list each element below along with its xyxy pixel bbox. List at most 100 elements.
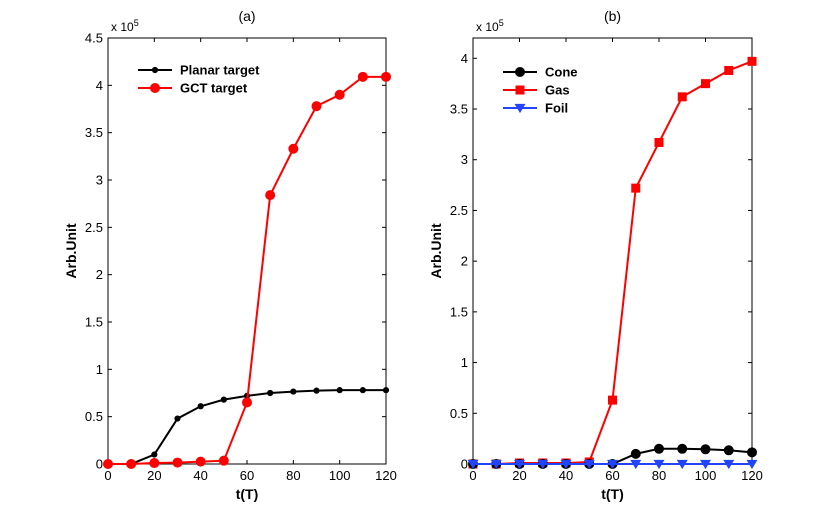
chart-b-series-foil-point: [560, 459, 572, 470]
chart-a-legend-planar-target-marker: [151, 66, 159, 74]
chart-a-ytick-label: 2.5: [85, 220, 103, 235]
chart-b-ytick-label: 3.5: [450, 102, 468, 117]
chart-b-xtick-label: 20: [512, 468, 526, 483]
chart-a-xlabel: t(T): [236, 486, 259, 502]
chart-a-ytick-label: 1.5: [85, 315, 103, 330]
chart-b-series-gas-point: [701, 79, 710, 89]
chart-a-series-planar-target-point: [174, 415, 181, 422]
chart-b-series-gas-point: [654, 137, 664, 147]
chart-b-series-foil-point: [700, 459, 711, 470]
chart-a-ytick-label: 0.5: [85, 409, 103, 424]
chart-b-ytick-label: 0.5: [450, 406, 468, 421]
chart-a-xtick-label: 100: [329, 468, 351, 483]
chart-b-series-foil-point: [676, 459, 688, 470]
chart-b-ytick-label: 1: [461, 355, 468, 370]
chart-b-series-cone-point: [654, 443, 664, 454]
chart-a-xtick-label: 60: [240, 468, 254, 483]
chart-b-series-gas-point: [677, 92, 687, 102]
chart-b-series-foil-point: [583, 459, 595, 470]
chart-b-ytick-label: 1.5: [450, 304, 468, 319]
chart-b-series-cone-point: [700, 444, 711, 455]
chart-b-xtick-label: 40: [559, 468, 573, 483]
chart-b-series-gas: [468, 56, 757, 469]
chart-b-series-foil-point: [630, 459, 642, 470]
chart-a-series-gct-target: [103, 71, 391, 469]
chart-b-series-foil-point: [607, 459, 618, 470]
chart-a-series-gct-target-point: [103, 459, 113, 469]
chart-b-xtick-label: 0: [469, 468, 476, 483]
chart-b-series-cone-point: [723, 445, 734, 456]
chart-b-series-gas-point: [608, 395, 617, 405]
chart-b-series-foil-point: [514, 459, 525, 470]
chart-b-legend: Cone Gas Foil: [503, 65, 578, 116]
chart-b-xtick-label: 100: [695, 468, 717, 483]
chart-a-series-planar-target-point: [313, 387, 320, 394]
chart-b-xlabel: t(T): [601, 486, 624, 502]
chart-a-series-gct-target-point: [311, 101, 322, 112]
chart-a-series-planar-target-point: [151, 451, 158, 458]
chart-a-xtick-label: 0: [104, 468, 111, 483]
chart-a-series-gct-target-point: [334, 89, 345, 100]
chart-b-series-gas-point: [724, 65, 734, 75]
chart-a-series-gct-target-point: [149, 458, 160, 469]
chart-b-series-cone-point: [747, 447, 757, 458]
chart-b-series-gas-point: [747, 56, 757, 66]
chart-a-series-gct-target-point: [381, 71, 391, 82]
chart-b-ytick-label: 2: [461, 254, 468, 269]
chart-b: 0 20 40 60 80 100 120 0 0.5 1 1.5 2 2.5 3 3.5 4 x 105 (b)…: [428, 8, 763, 502]
chart-b-ytick-label: 0: [461, 457, 468, 472]
chart-b-ytick-label: 4: [461, 51, 468, 66]
chart-b-title: (b): [604, 8, 621, 24]
chart-b-series-foil-point: [537, 459, 549, 470]
chart-a-series-planar-target-point: [382, 387, 390, 394]
chart-b-legend-cone-label: Cone: [545, 65, 578, 80]
chart-a-series-planar-target-point: [267, 389, 274, 397]
chart-a-xtick-label: 120: [375, 468, 397, 483]
chart-b-legend-gas-label: Gas: [545, 83, 570, 98]
chart-b-series-gas-point: [631, 183, 641, 193]
chart-b-legend-cone-marker: [515, 67, 525, 77]
chart-a-series-gct-target-point: [126, 459, 137, 469]
chart-b-legend-foil-label: Foil: [545, 101, 568, 116]
chart-a-series-planar-target-point: [220, 396, 227, 403]
chart-b-legend-gas-marker: [515, 85, 525, 95]
chart-a: 0 20 40 60 80 100 120 0 0.5 1 1.5 2 2.5 3 3.5 4 4.5 x 105…: [63, 8, 397, 502]
chart-a-series-gct-target-point: [265, 190, 276, 201]
chart-a-series-planar-target-point: [290, 388, 297, 395]
chart-b-ytick-label: 2.5: [450, 203, 468, 218]
chart-b-xtick-label: 80: [652, 468, 666, 483]
chart-b-series-cone-point: [630, 448, 641, 459]
chart-a-series-planar-target-point: [336, 387, 343, 394]
chart-a-ylabel: Arb.Unit: [63, 223, 79, 279]
chart-b-xtick-label: 60: [605, 468, 619, 483]
chart-a-series-gct-target-point: [357, 71, 368, 82]
chart-a-series-gct-target-point: [172, 457, 183, 468]
chart-b-ytick-label: 3: [461, 152, 468, 167]
chart-a-legend-planar-target-label: Planar target: [180, 63, 260, 78]
chart-a-ytick-label: 4.5: [85, 31, 103, 46]
chart-a-ytick-label: 4: [96, 78, 103, 93]
chart-b-series-foil: [467, 459, 758, 470]
chart-a-ytick-label: 0: [96, 457, 103, 472]
chart-a-series-gct-target-point: [288, 143, 299, 154]
chart-b-series-foil-point: [723, 459, 735, 470]
chart-a-series-gct-target-point: [195, 456, 206, 467]
chart-a-series-gct-target-point: [242, 397, 252, 408]
chart-a-xtick-label: 40: [193, 468, 207, 483]
chart-a-ytick-label: 1: [96, 362, 103, 377]
chart-a-series-planar-target-point: [197, 403, 204, 410]
chart-a-ytick-label: 3.5: [85, 125, 103, 140]
chart-a-legend: Planar target GCT target: [138, 63, 260, 96]
chart-b-series-foil-point: [467, 459, 479, 470]
chart-a-xtick-label: 20: [147, 468, 161, 483]
chart-b-legend-foil-marker: [514, 103, 526, 114]
chart-b-series-foil-point: [490, 459, 502, 470]
chart-a-legend-gct-target-label: GCT target: [180, 81, 248, 96]
chart-b-exponent-label: x 105: [476, 18, 504, 34]
chart-a-series-planar-target-point: [359, 387, 366, 394]
chart-a-series-gct-target-point: [218, 455, 229, 466]
chart-b-series-cone-point: [677, 443, 688, 454]
chart-a-ytick-label: 2: [96, 267, 103, 282]
chart-a-xtick-label: 80: [286, 468, 300, 483]
